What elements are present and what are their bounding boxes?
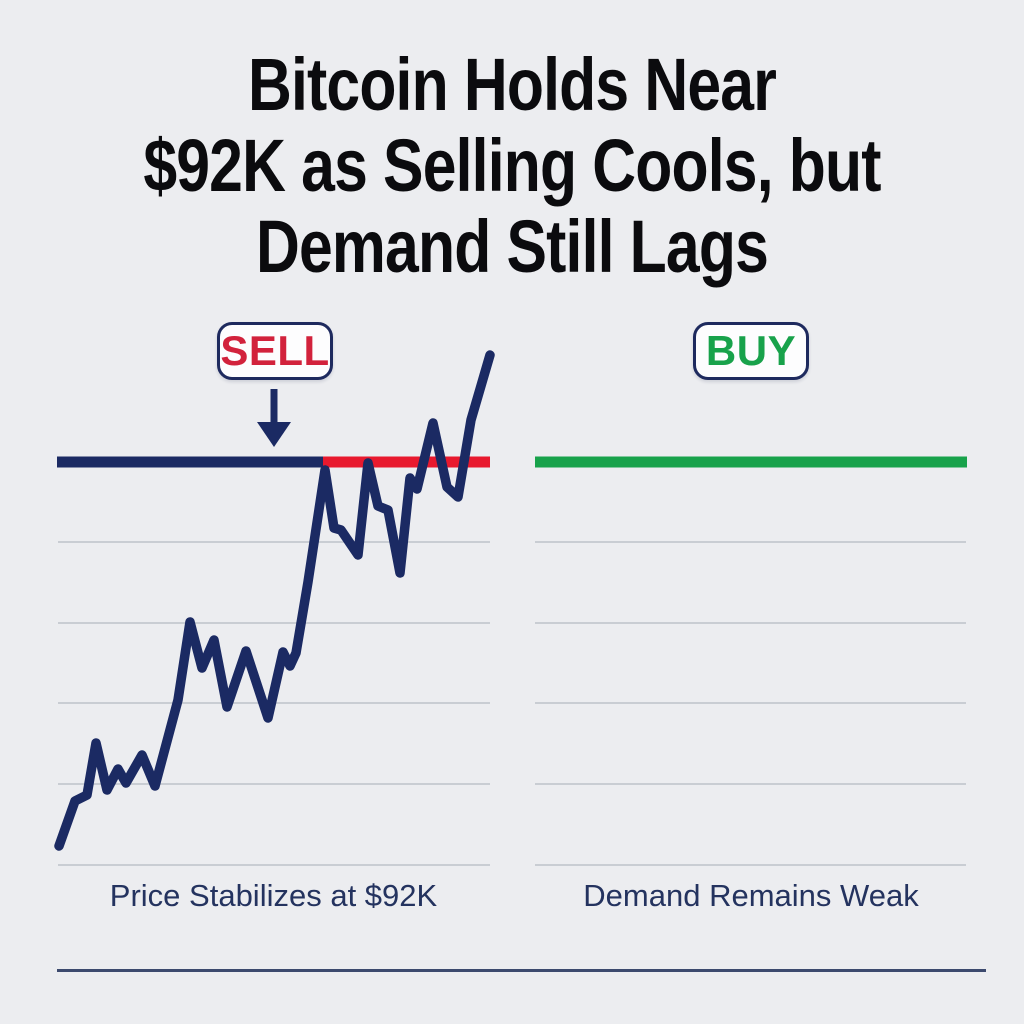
arrow-down-icon <box>257 389 291 447</box>
sell-badge[interactable]: SELL <box>217 322 333 380</box>
bottom-divider <box>57 969 986 972</box>
price-line <box>54 350 495 851</box>
buy-badge-label: BUY <box>705 327 797 374</box>
sell-badge-label: SELL <box>220 327 330 374</box>
buy-badge[interactable]: BUY <box>693 322 809 380</box>
title-line-3: Demand Still Lags <box>255 205 769 288</box>
left-panel-caption: Price Stabilizes at $92K <box>109 878 438 913</box>
right-panel-caption: Demand Remains Weak <box>583 878 919 913</box>
page-title: Bitcoin Holds Near $92K as Selling Cools… <box>92 44 932 287</box>
title-line-2: $92K as Selling Cools, but <box>143 124 881 207</box>
title-line-1: Bitcoin Holds Near <box>247 43 777 126</box>
